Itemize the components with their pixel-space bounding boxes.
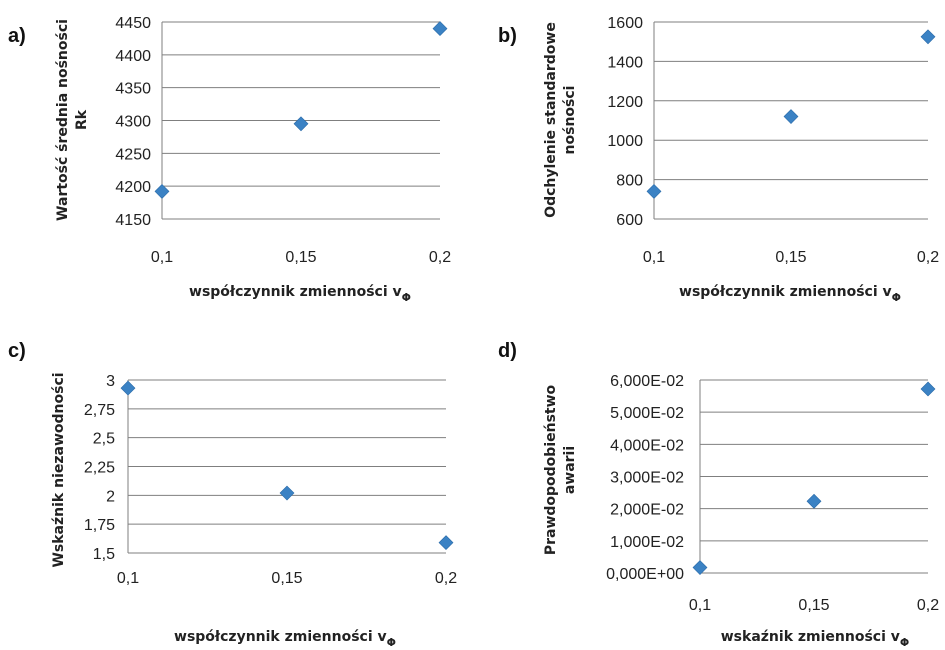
y-tick-label: 1400 — [607, 54, 643, 71]
chart-panel: a) 4150 4200 4250 4300 4350 4400 4450 0,1 0,15 0,2… — [8, 15, 451, 304]
panel-label: a) — [8, 25, 26, 47]
y-tick-label: 2,25 — [84, 460, 115, 477]
x-tick-label: 0,15 — [271, 570, 302, 587]
x-tick-label: 0,1 — [151, 249, 173, 266]
y-tick-label: 4250 — [115, 146, 151, 163]
y-axis-title: Odchylenie standardowe — [543, 22, 559, 218]
y-tick-label: 1000 — [607, 133, 643, 150]
data-point — [806, 493, 822, 509]
data-point — [646, 183, 662, 199]
y-tick-label: 600 — [616, 212, 643, 229]
x-tick-label: 0,2 — [435, 570, 457, 587]
panel-label: d) — [498, 340, 517, 362]
x-tick-label: 0,1 — [117, 570, 139, 587]
x-tick-label: 0,1 — [689, 597, 711, 614]
y-tick-label: 4150 — [115, 212, 151, 229]
y-tick-label: 2 — [106, 488, 115, 505]
data-point — [438, 535, 454, 551]
y-tick-label: 4350 — [115, 81, 151, 98]
panel-label: b) — [498, 25, 517, 47]
data-point — [783, 109, 799, 124]
y-tick-label: 4300 — [115, 114, 151, 131]
chart-panel: d) 0,000E+00 1,000E-02 2,000E-02 3,000E-02 4,… — [498, 340, 939, 649]
x-axis-title: współczynnik zmienności vΦ — [174, 629, 396, 649]
y-axis-title: Wskaźnik niezawodności — [51, 372, 67, 567]
x-tick-label: 0,2 — [429, 249, 451, 266]
data-point — [120, 380, 136, 396]
y-tick-label: 1600 — [607, 15, 643, 32]
y-axis-title: awarii — [562, 446, 578, 494]
data-point — [920, 29, 936, 45]
x-axis-title: wskaźnik zmienności vΦ — [721, 629, 910, 649]
chart-panel: c) 1,5 1,75 2 2,25 2,5 2,75 3 0,1 0,15 0,2 współczy… — [8, 340, 457, 649]
y-tick-label: 1,5 — [93, 546, 115, 563]
y-tick-label: 1,000E-02 — [610, 534, 684, 551]
data-point — [279, 485, 295, 501]
y-tick-label: 2,000E-02 — [610, 502, 684, 519]
y-tick-label: 3,000E-02 — [610, 470, 684, 487]
x-tick-label: 0,1 — [643, 249, 665, 266]
y-tick-label: 800 — [616, 173, 643, 190]
data-point — [692, 560, 708, 575]
y-tick-label: 4450 — [115, 15, 151, 32]
y-tick-label: 4200 — [115, 179, 151, 196]
panel-label: c) — [8, 340, 26, 362]
y-axis-title: Wartość średnia nośności — [55, 19, 71, 221]
y-tick-label: 4,000E-02 — [610, 437, 684, 454]
data-point — [293, 116, 309, 132]
x-tick-label: 0,15 — [775, 249, 806, 266]
data-point — [432, 21, 448, 36]
data-point — [154, 183, 170, 199]
y-tick-label: 2,75 — [84, 402, 115, 419]
y-tick-label: 4400 — [115, 48, 151, 65]
x-tick-label: 0,15 — [798, 597, 829, 614]
x-axis-title: współczynnik zmienności vΦ — [679, 284, 901, 304]
y-tick-label: 3 — [106, 373, 115, 390]
y-axis-title: Prawdopodobieństwo — [543, 384, 559, 555]
y-tick-label: 1,75 — [84, 517, 115, 534]
x-tick-label: 0,2 — [917, 597, 939, 614]
y-tick-label: 5,000E-02 — [610, 405, 684, 422]
x-axis-title: współczynnik zmienności vΦ — [189, 284, 411, 304]
x-tick-label: 0,15 — [285, 249, 316, 266]
data-point — [920, 381, 936, 397]
chart-panel: b) 600 800 1000 1200 1400 1600 0,1 0,15 0,2 współc… — [498, 15, 939, 304]
y-tick-label: 2,5 — [93, 431, 115, 448]
y-tick-label: 6,000E-02 — [610, 373, 684, 390]
y-tick-label: 0,000E+00 — [606, 566, 684, 583]
x-tick-label: 0,2 — [917, 249, 939, 266]
y-tick-label: 1200 — [607, 94, 643, 111]
y-axis-title: Rk — [74, 109, 90, 130]
y-axis-title: nośności — [562, 86, 578, 155]
